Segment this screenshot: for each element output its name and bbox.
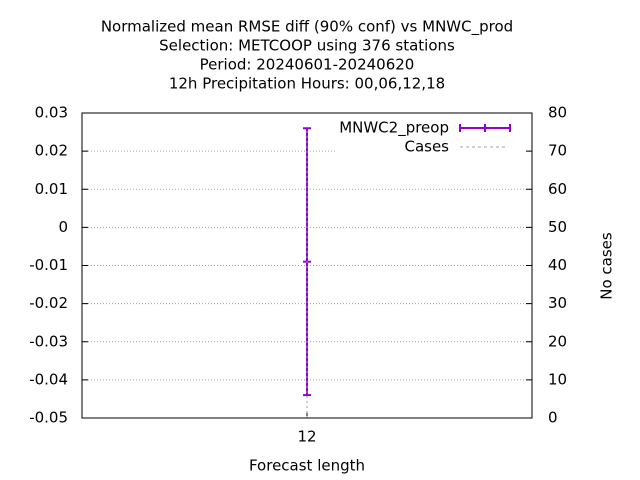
legend-label: Cases — [404, 138, 449, 156]
y-tick-label: 0.02 — [35, 142, 68, 160]
x-tick-label: 12 — [297, 428, 316, 446]
y2-axis-label: No cases — [598, 232, 616, 300]
y2-tick-label: 10 — [548, 370, 567, 388]
y-tick-label: -0.04 — [29, 370, 68, 388]
x-axis-label: Forecast length — [249, 457, 365, 475]
plot-frame — [81, 112, 533, 419]
chart-title: Selection: METCOOP using 376 stations — [159, 37, 455, 55]
y-tick-label: 0 — [58, 218, 68, 236]
y-tick-label: -0.01 — [29, 256, 68, 274]
y2-tick-label: 30 — [548, 294, 567, 312]
y2-tick-label: 40 — [548, 256, 567, 274]
y-tick-label: -0.03 — [29, 332, 68, 350]
y2-tick-label: 50 — [548, 218, 567, 236]
chart-title: Normalized mean RMSE diff (90% conf) vs … — [101, 18, 513, 37]
y2-tick-label: 60 — [548, 180, 567, 198]
legend-background — [335, 116, 525, 156]
y-tick-label: -0.05 — [29, 409, 68, 427]
y2-tick-label: 70 — [548, 142, 567, 160]
y2-tick-label: 0 — [548, 409, 558, 427]
chart-title: 12h Precipitation Hours: 00,06,12,18 — [169, 75, 445, 93]
y-tick-label: 0.03 — [35, 104, 68, 122]
y-tick-label: 0.01 — [35, 180, 68, 198]
chart-title: Period: 20240601-20240620 — [200, 56, 415, 74]
y2-tick-label: 20 — [548, 332, 567, 350]
y2-tick-label: 80 — [548, 104, 567, 122]
legend-label: MNWC2_preop — [339, 119, 449, 138]
y-tick-label: -0.02 — [29, 294, 68, 312]
